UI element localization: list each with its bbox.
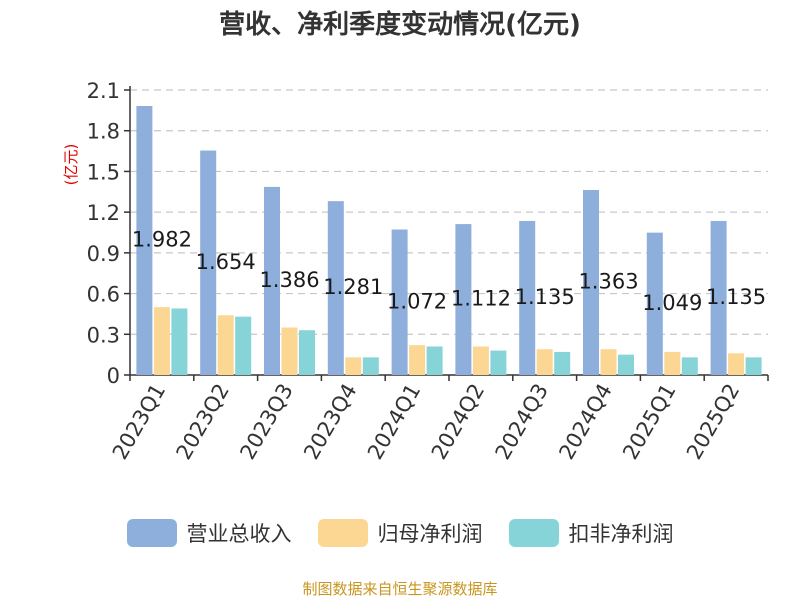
data-label-revenue: 1.049 — [642, 291, 702, 315]
bar-revenue — [136, 106, 153, 375]
bar-revenue — [264, 186, 280, 375]
bar-deducted-profit — [362, 357, 379, 375]
x-tick-label: 2025Q1 — [618, 380, 680, 464]
bar-revenue — [327, 201, 344, 375]
bar-deducted-profit — [299, 330, 315, 375]
bar-deducted-profit — [681, 357, 698, 375]
legend-label-deducted-profit: 扣非净利润 — [568, 522, 674, 546]
bar-net-profit — [664, 351, 681, 375]
x-tick-label: 2023Q3 — [235, 380, 297, 464]
bar-revenue — [455, 224, 472, 375]
source-note: 制图数据来自恒生聚源数据库 — [302, 580, 498, 598]
bar-net-profit — [728, 353, 745, 375]
y-tick-label: 0 — [107, 364, 120, 388]
data-label-revenue: 1.072 — [387, 289, 447, 313]
legend-swatch-revenue — [126, 519, 177, 547]
chart-legend: 营业总收入 归母净利润 扣非净利润 — [0, 518, 800, 548]
chart-title: 营收、净利季度变动情况(亿元) — [219, 10, 581, 40]
data-label-revenue: 1.135 — [515, 285, 575, 309]
y-tick-label: 2.1 — [87, 79, 120, 103]
data-label-revenue: 1.135 — [706, 285, 766, 309]
bar-revenue — [519, 220, 536, 375]
bar-deducted-profit — [618, 354, 634, 375]
y-tick-label: 0.9 — [87, 242, 120, 266]
bar-deducted-profit — [171, 308, 188, 375]
bar-deducted-profit — [426, 346, 443, 375]
bar-net-profit — [345, 357, 362, 375]
bar-net-profit — [472, 346, 489, 375]
bar-net-profit — [536, 349, 553, 375]
bar-chart: 00.30.60.91.21.51.82.1(亿元)2023Q1 2023Q2 20… — [62, 79, 769, 464]
x-tick-label: 2024Q4 — [554, 380, 616, 464]
data-label-revenue: 1.281 — [323, 275, 383, 299]
x-tick-label: 2023Q2 — [172, 380, 234, 464]
bar-revenue — [646, 232, 663, 375]
data-label-revenue: 1.386 — [259, 268, 319, 292]
bar-deducted-profit — [554, 351, 571, 375]
legend-swatch-deducted-profit — [508, 519, 559, 547]
x-tick-label: 2023Q1 — [108, 380, 170, 464]
bar-deducted-profit — [235, 316, 252, 375]
y-tick-label: 1.2 — [87, 201, 120, 225]
bar-revenue — [710, 220, 727, 375]
legend-item-deducted-profit[interactable]: 扣非净利润 — [508, 518, 674, 548]
data-label-revenue: 1.654 — [196, 250, 256, 274]
bar-net-profit — [281, 327, 298, 375]
legend-item-net-profit[interactable]: 归母净利润 — [317, 518, 483, 548]
legend-label-net-profit: 归母净利润 — [377, 522, 483, 546]
legend-item-revenue[interactable]: 营业总收入 — [126, 518, 292, 548]
data-label-revenue: 1.363 — [578, 270, 638, 294]
y-tick-label: 1.5 — [87, 160, 120, 184]
bar-revenue — [583, 190, 599, 375]
y-tick-label: 0.3 — [87, 323, 120, 347]
y-tick-label: 0.6 — [87, 283, 120, 307]
legend-swatch-net-profit — [317, 519, 368, 547]
x-tick-label: 2024Q1 — [363, 380, 425, 464]
bar-revenue — [200, 150, 217, 375]
x-tick-label: 2025Q2 — [682, 380, 744, 464]
x-tick-label: 2023Q4 — [299, 380, 361, 464]
y-tick-label: 1.8 — [87, 120, 120, 144]
bar-net-profit — [409, 345, 426, 375]
x-tick-label: 2024Q2 — [427, 380, 489, 464]
y-axis-label: (亿元) — [62, 144, 80, 186]
data-label-revenue: 1.112 — [451, 287, 511, 311]
legend-label-revenue: 营业总收入 — [186, 522, 292, 546]
bar-deducted-profit — [745, 357, 762, 375]
bar-revenue — [391, 229, 408, 375]
bar-net-profit — [600, 349, 617, 375]
x-tick-label: 2024Q3 — [491, 380, 553, 464]
data-label-revenue: 1.982 — [132, 228, 192, 252]
bar-net-profit — [153, 307, 170, 375]
bar-net-profit — [217, 315, 234, 375]
bar-deducted-profit — [490, 350, 507, 375]
